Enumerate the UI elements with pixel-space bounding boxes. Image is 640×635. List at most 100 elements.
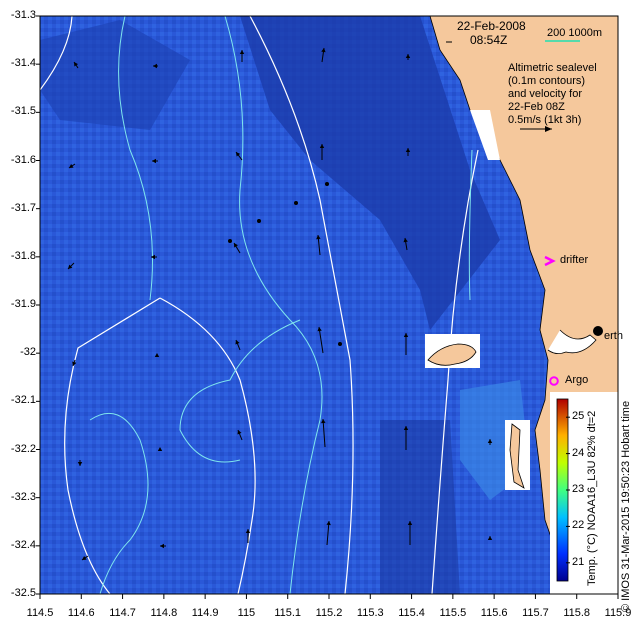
y-tick-label: -31.9	[10, 298, 36, 310]
argo-marker	[549, 376, 559, 386]
cold-band-south	[380, 420, 460, 594]
x-tick-label: 115.4	[398, 607, 425, 619]
cold-band-west	[40, 20, 190, 130]
velocity-arrow	[326, 520, 330, 546]
cold-band	[240, 16, 500, 330]
legend-line: 22-Feb 08Z	[508, 101, 565, 113]
x-tick-label: 114.9	[191, 607, 219, 619]
velocity-arrow-head	[487, 439, 493, 443]
y-tick-label: -31.7	[10, 201, 36, 214]
x-tick-label: 114.7	[109, 607, 136, 619]
velocity-arrow-head	[239, 50, 245, 54]
map-date: 22-Feb-2008	[457, 19, 526, 33]
velocity-arrow-head	[235, 340, 240, 345]
y-tick-label: -31.6	[10, 153, 36, 166]
colorbar-tick-label: 22	[572, 519, 585, 532]
colorbar-tick-label: 25	[572, 410, 585, 423]
colorbar-tick-label: 23	[572, 483, 585, 495]
depth-contour	[118, 15, 153, 301]
velocity-arrow-head	[319, 144, 325, 148]
velocity-arrow-head	[321, 48, 326, 53]
swan-river	[547, 329, 597, 354]
depth-contour	[224, 15, 323, 595]
colorbar-title: Temp. (°C) NOAA16_L3U 82% dt=2	[586, 410, 598, 586]
x-tick-label: 115.7	[522, 607, 549, 619]
velocity-arrow-head	[82, 555, 87, 560]
track-dot	[338, 342, 342, 346]
colorbar-ticks	[566, 416, 570, 564]
velocity-arrow-head	[72, 361, 77, 366]
depth-contour	[468, 149, 473, 301]
track-dot	[294, 201, 298, 205]
depth-contour	[179, 319, 301, 463]
perth-marker	[593, 326, 603, 336]
colorbar-tick-label: 24	[572, 446, 585, 459]
sealevel-contour	[431, 149, 479, 595]
velocity-arrow-head	[326, 521, 331, 526]
velocity-arrow-head	[487, 536, 493, 540]
sealevel-contour	[39, 15, 73, 91]
velocity-arrow-head	[151, 254, 155, 260]
velocity-arrow-head	[160, 543, 164, 549]
velocity-arrow-head	[403, 426, 409, 430]
velocity-arrow-head	[245, 529, 251, 533]
velocity-arrow-head	[237, 430, 242, 435]
velocity-arrow-head	[317, 327, 322, 332]
velocity-arrow-head	[69, 163, 74, 168]
sealevel-contour	[249, 15, 354, 595]
velocity-arrow-head	[234, 243, 238, 248]
velocity-arrow-head	[405, 54, 411, 58]
x-tick-label: 115.3	[356, 607, 384, 619]
y-tick-label: -32.4	[10, 538, 36, 551]
legend-line: Altimetric sealevel	[508, 62, 597, 74]
sealevel-contour	[64, 297, 161, 595]
y-tick-label: -31.3	[10, 9, 36, 21]
y-tick-label: -32	[20, 346, 36, 359]
x-tick-label: 115	[237, 607, 256, 619]
velocity-arrow	[322, 418, 326, 448]
x-tick-label: 114.5	[26, 607, 54, 619]
legend-line: 0.5m/s (1kt 3h)	[508, 114, 582, 126]
velocity-arrow-head	[321, 419, 326, 424]
velocity-arrow-head	[403, 333, 409, 337]
track-dot	[325, 182, 329, 186]
x-tick-label: 115.1	[274, 607, 302, 619]
drifter-marker	[544, 255, 556, 267]
y-tick-label: -31.4	[10, 57, 36, 70]
velocity-arrow-head	[157, 447, 163, 451]
x-tick-label: 115.6	[480, 607, 508, 619]
track-dot	[257, 219, 261, 223]
x-tick-label: 114.6	[67, 607, 95, 619]
legend-text: Altimetric sealevel (0.1m contours) and …	[508, 62, 597, 127]
velocity-arrow-head	[405, 148, 411, 152]
velocity-arrow-head	[77, 462, 83, 466]
axis-ticks	[36, 15, 619, 599]
velocity-arrow-head	[407, 521, 413, 525]
y-tick-label: -32.3	[10, 490, 36, 503]
map-time: 08:54Z	[470, 33, 508, 47]
sealevel-contour	[159, 297, 256, 595]
velocity-arrow-head	[316, 235, 321, 240]
drifter-label: drifter	[560, 254, 589, 266]
y-tick-label: -32.1	[10, 394, 36, 407]
x-tick-label: 115.5	[439, 607, 467, 619]
legend-line: and velocity for	[508, 88, 582, 100]
velocity-arrow-head	[236, 152, 241, 157]
y-tick-label: -31.8	[10, 249, 36, 262]
x-tick-label: 114.8	[150, 607, 178, 619]
velocity-arrow-head	[68, 264, 73, 269]
x-tick-label: 115.9	[604, 607, 632, 619]
velocity-arrow	[318, 326, 324, 354]
velocity-arrow-head	[154, 353, 160, 357]
x-tick-label: 115.8	[563, 607, 591, 619]
velocity-arrow-head	[153, 63, 157, 69]
velocity-arrow-head	[403, 238, 408, 243]
colorbar-tick-label: 21	[572, 555, 585, 568]
x-tick-label: 115.2	[315, 607, 343, 619]
y-tick-label: -32.2	[10, 442, 36, 455]
velocity-arrow-head	[74, 62, 79, 67]
scale-label: 200 1000m	[547, 27, 603, 39]
velocity-arrow-head	[152, 158, 156, 164]
